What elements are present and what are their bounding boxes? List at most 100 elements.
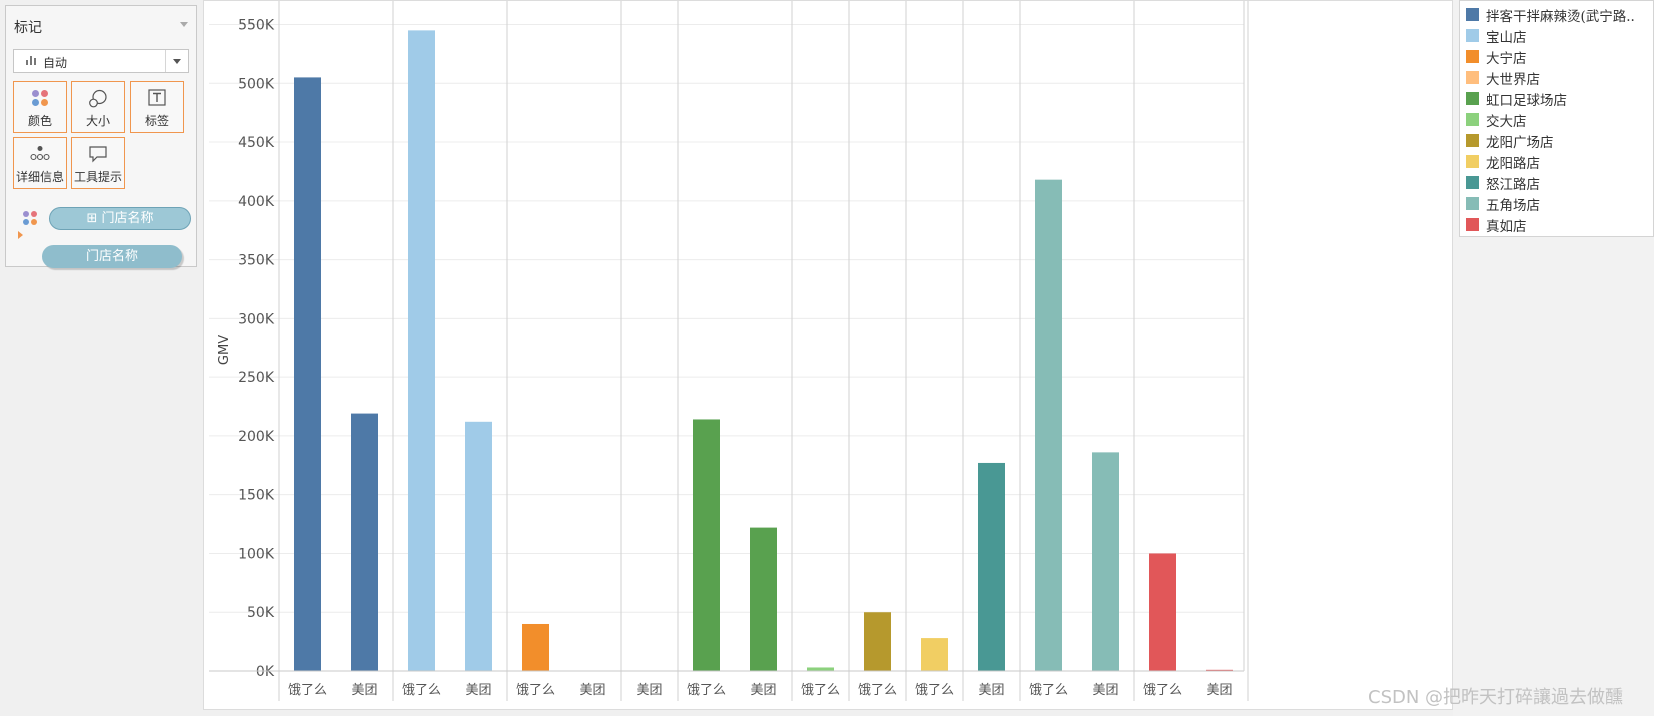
x-tick-label: 饿了么 [1143, 683, 1182, 698]
bar [864, 612, 891, 671]
y-tick-label: 550K [238, 18, 275, 34]
x-tick-label: 饿了么 [402, 683, 441, 698]
bar [1206, 669, 1233, 671]
x-tick-label: 美团 [351, 683, 377, 698]
legend-label: 五角场店 [1486, 198, 1540, 214]
legend-swatch [1466, 71, 1479, 84]
x-tick-label: 饿了么 [516, 683, 555, 698]
bar [1149, 553, 1176, 671]
x-tick-label: 饿了么 [1029, 683, 1068, 698]
mark-type-dropdown[interactable]: 自动 [13, 49, 189, 73]
y-tick-label: 50K [247, 605, 275, 621]
legend-item[interactable]: 龙阳路店 [1466, 152, 1652, 173]
bar [978, 462, 1005, 671]
bar [351, 413, 378, 671]
y-axis-title: GMV [217, 335, 232, 365]
size-circles-icon [89, 89, 107, 108]
drop-indicator-icon [18, 231, 23, 239]
text-label-icon [148, 89, 166, 106]
tooltip-bubble-icon [89, 146, 107, 163]
color-button-label: 颜色 [27, 114, 52, 128]
tooltip-button[interactable]: 工具提示 [71, 137, 125, 189]
x-tick-label: 饿了么 [288, 683, 327, 698]
legend-label: 交大店 [1486, 114, 1527, 130]
legend-item[interactable]: 大宁店 [1466, 47, 1652, 68]
bar [750, 527, 777, 671]
legend-item[interactable]: 龙阳广场店 [1466, 131, 1652, 152]
bar [921, 638, 948, 671]
chevron-down-icon[interactable] [173, 59, 181, 64]
x-tick-label: 饿了么 [801, 683, 840, 698]
color-button[interactable]: 颜色 [13, 81, 67, 133]
bar-chart-icon [26, 56, 36, 65]
legend-label: 虹口足球场店 [1486, 93, 1567, 109]
y-tick-label: 400K [238, 194, 275, 210]
x-tick-label: 美团 [1206, 683, 1232, 698]
x-tick-label: 饿了么 [858, 683, 897, 698]
dropdown-divider [165, 50, 166, 72]
legend-label: 真如店 [1486, 219, 1527, 235]
label-button-label: 标签 [144, 114, 169, 128]
color-encoding-icon [23, 211, 37, 225]
bar [522, 623, 549, 671]
x-tick-label: 美团 [465, 683, 491, 698]
y-tick-label: 200K [238, 429, 275, 445]
x-tick-label: 美团 [978, 683, 1004, 698]
legend-item[interactable]: 拌客干拌麻辣烫(武宁路.. [1466, 5, 1652, 26]
color-field-pill[interactable]: ⊞ 门店名称 [49, 207, 191, 230]
x-tick-label: 饿了么 [915, 683, 954, 698]
legend-swatch [1466, 197, 1479, 210]
legend-item[interactable]: 怒江路店 [1466, 173, 1652, 194]
bar-chart: 0K 50K 100K 150K 200K 250K 300K 350K 400K 450K 500… [209, 1, 1249, 701]
bar [294, 77, 321, 672]
detail-button-label: 详细信息 [15, 170, 64, 184]
bar [693, 419, 720, 671]
y-tick-label: 100K [238, 546, 275, 562]
legend-item[interactable]: 交大店 [1466, 110, 1652, 131]
chart-view: 0K 50K 100K 150K 200K 250K 300K 350K 400K 450K 500… [203, 0, 1453, 710]
collapse-arrow-icon[interactable] [180, 22, 188, 27]
legend-swatch [1466, 92, 1479, 105]
legend-label: 龙阳路店 [1486, 156, 1540, 172]
legend-item[interactable]: 宝山店 [1466, 26, 1652, 47]
legend-item[interactable]: 真如店 [1466, 215, 1652, 236]
bar [1092, 452, 1119, 671]
legend-swatch [1466, 134, 1479, 147]
legend-label: 龙阳广场店 [1486, 135, 1554, 151]
bar [1035, 179, 1062, 671]
legend-item[interactable]: 大世界店 [1466, 68, 1652, 89]
legend-swatch [1466, 155, 1479, 168]
bar [408, 30, 435, 671]
mark-type-value: 自动 [43, 56, 68, 70]
legend-item[interactable]: 五角场店 [1466, 194, 1652, 215]
x-tick-label: 美团 [636, 683, 662, 698]
detail-dots-icon [30, 146, 50, 161]
detail-field-pill[interactable]: 门店名称 [42, 245, 182, 268]
y-tick-label: 150K [238, 488, 275, 504]
legend-swatch [1466, 29, 1479, 42]
legend-item[interactable]: 虹口足球场店 [1466, 89, 1652, 110]
legend-label: 宝山店 [1486, 30, 1527, 46]
watermark: CSDN @把昨天打碎讓過去做醺 [1368, 687, 1624, 708]
legend-swatch [1466, 50, 1479, 63]
y-tick-label: 500K [238, 76, 275, 92]
y-tick-label: 250K [238, 370, 275, 386]
legend-label: 怒江路店 [1486, 177, 1540, 193]
legend-swatch [1466, 113, 1479, 126]
color-dots-icon [32, 90, 48, 106]
legend-label: 拌客干拌麻辣烫(武宁路.. [1486, 9, 1635, 25]
marks-card: 标记 自动 颜色 大小 标签 [5, 5, 197, 268]
legend-swatch [1466, 8, 1479, 21]
label-button[interactable]: 标签 [130, 81, 184, 133]
y-tick-label: 0K [256, 664, 275, 680]
x-tick-label: 饿了么 [687, 683, 726, 698]
size-button-label: 大小 [85, 114, 110, 128]
bar [465, 421, 492, 671]
x-tick-label: 美团 [579, 683, 605, 698]
color-legend: 拌客干拌麻辣烫(武宁路.. 宝山店 大宁店 大世界店虹口足球场店 交大店龙阳广场店龙阳路… [1459, 0, 1654, 237]
y-tick-label: 300K [238, 311, 275, 327]
x-tick-label: 美团 [750, 683, 776, 698]
size-button[interactable]: 大小 [71, 81, 125, 133]
bar [807, 667, 834, 671]
detail-button[interactable]: 详细信息 [13, 137, 67, 189]
